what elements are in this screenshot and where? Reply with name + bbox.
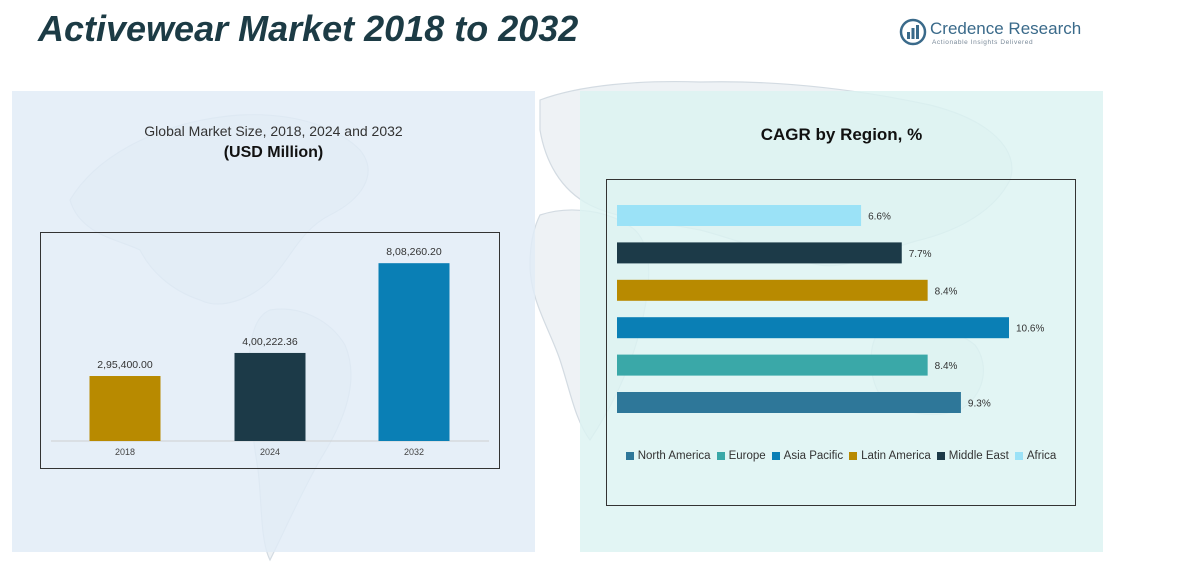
bar-value-label: 7.7% [909, 249, 932, 260]
legend-swatch [771, 452, 780, 460]
legend-label: Europe [728, 450, 766, 462]
legend-label: Latin America [861, 450, 931, 462]
bar-value-label: 6.6% [868, 212, 891, 223]
legend-label: North America [637, 450, 711, 462]
cagr-chart-svg: 6.6% 7.7% 8.4% 10.6% 8.4% 9.3% [617, 205, 1044, 413]
legend-label: Africa [1026, 450, 1057, 462]
bar-value-label: 8.4% [935, 286, 958, 297]
cagr-title: CAGR by Region, % [760, 125, 923, 144]
bar-value-label: 9.3% [968, 399, 991, 410]
bar-value-label: 4,00,222.36 [242, 336, 298, 348]
brand-name: Credence Research [930, 19, 1082, 38]
bar-middle-east [617, 242, 902, 264]
bar-value-label: 8,08,260.20 [386, 246, 442, 258]
legend-swatch [1014, 452, 1023, 460]
legend-item: Asia Pacific [771, 450, 844, 462]
legend-label: Middle East [948, 450, 1009, 462]
bar-value-label: 10.6% [1016, 324, 1044, 335]
legend-swatch [849, 452, 858, 460]
bar-2018 [89, 376, 161, 441]
bar-value-label: 8.4% [935, 361, 958, 372]
x-tick-label: 2032 [404, 447, 424, 457]
cagr-chart: 6.6% 7.7% 8.4% 10.6% 8.4% 9.3% North America E… [606, 179, 1076, 506]
x-tick-label: 2018 [115, 447, 135, 457]
x-tick-label: 2024 [260, 447, 280, 457]
bar-2024 [234, 352, 306, 441]
market-size-chart-svg: 2,95,400.00 2018 4,00,222.36 2024 8,08,260.2… [51, 246, 489, 457]
page-title: Activewear Market 2018 to 2032 [38, 8, 579, 49]
bar-2032 [378, 263, 450, 441]
legend-item: Middle East [936, 450, 1009, 462]
legend-item: Africa [1014, 450, 1057, 462]
brand-logo: Credence Research Actionable Insights De… [899, 18, 1082, 48]
legend-item: Europe [716, 450, 766, 462]
legend-swatch [625, 452, 634, 460]
legend-item: North America [625, 450, 711, 462]
bar-europe [617, 354, 928, 376]
market-size-subtitle: Global Market Size, 2018, 2024 and 2032 [144, 123, 403, 139]
bar-value-label: 2,95,400.00 [97, 359, 153, 371]
legend-label: Asia Pacific [783, 450, 844, 462]
legend-swatch [936, 452, 945, 460]
cagr-panel: CAGR by Region, % 6.6% 7.7% 8.4% 10.6% 8.4% 9… [580, 91, 1103, 552]
cagr-legend: North America Europe Asia Pacific Latin Ame… [607, 450, 1075, 462]
legend-swatch [716, 452, 725, 460]
brand-tagline: Actionable Insights Delivered [932, 39, 1034, 46]
market-size-chart: 2,95,400.00 2018 4,00,222.36 2024 8,08,260.2… [40, 232, 500, 469]
bar-africa [617, 205, 862, 226]
market-size-unit: (USD Million) [223, 144, 324, 161]
market-size-panel: Global Market Size, 2018, 2024 and 2032 … [12, 91, 535, 552]
legend-item: Latin America [849, 450, 931, 462]
credence-logo-icon [899, 18, 927, 46]
bar-north-america [617, 392, 961, 413]
bar-asia-pacific [617, 317, 1009, 339]
bar-latin-america [617, 279, 928, 301]
